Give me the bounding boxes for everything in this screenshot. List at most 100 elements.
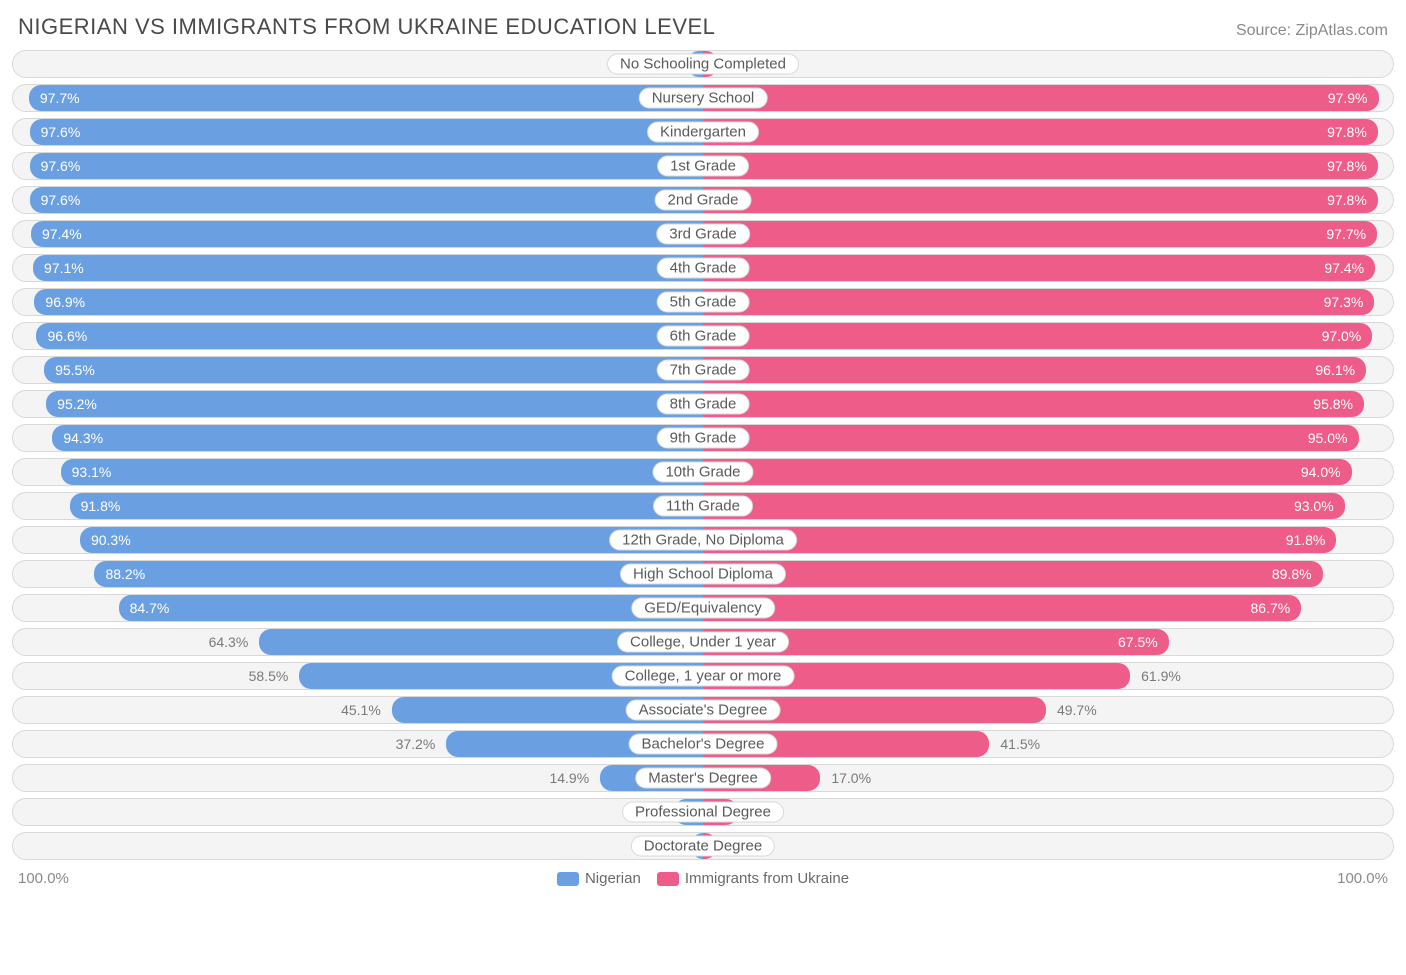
- bar-right: [703, 85, 1379, 111]
- chart-row: 94.3%95.0%9th Grade: [12, 424, 1394, 452]
- row-label: Bachelor's Degree: [629, 734, 778, 755]
- row-label: 7th Grade: [657, 360, 750, 381]
- bar-right: [703, 289, 1374, 315]
- chart-row: 14.9%17.0%Master's Degree: [12, 764, 1394, 792]
- value-left: 37.2%: [396, 736, 436, 752]
- chart-row: 58.5% 61.9% College, 1 year or more: [12, 662, 1394, 690]
- value-right: 93.0%: [1294, 498, 1334, 514]
- row-label: Kindergarten: [647, 122, 759, 143]
- chart-source: Source: ZipAtlas.com: [1236, 22, 1388, 40]
- bar-right: [703, 561, 1323, 587]
- bar-right: [703, 153, 1378, 179]
- value-left: 90.3%: [91, 532, 131, 548]
- value-right: 95.8%: [1313, 396, 1353, 412]
- value-right: 97.7%: [1326, 226, 1366, 242]
- bar-right: [703, 187, 1378, 213]
- row-label: 6th Grade: [657, 326, 750, 347]
- axis-left-label: 100.0%: [18, 870, 69, 887]
- bar-left: [36, 323, 703, 349]
- row-label: Doctorate Degree: [631, 836, 775, 857]
- chart-row: 97.7% 97.9% Nursery School: [12, 84, 1394, 112]
- row-label: College, 1 year or more: [612, 666, 795, 687]
- bar-left: [33, 255, 703, 281]
- value-right: 94.0%: [1301, 464, 1341, 480]
- bar-right: [703, 391, 1364, 417]
- bar-left: [94, 561, 703, 587]
- row-label: 12th Grade, No Diploma: [609, 530, 797, 551]
- chart-row: 91.8%93.0%11th Grade: [12, 492, 1394, 520]
- bar-left: [30, 153, 703, 179]
- legend-label-right: Immigrants from Ukraine: [685, 870, 849, 887]
- row-label: 1st Grade: [657, 156, 749, 177]
- bar-right: [703, 527, 1336, 553]
- bar-left: [29, 85, 703, 111]
- value-left: 97.7%: [40, 90, 80, 106]
- value-left: 95.5%: [55, 362, 95, 378]
- row-label: 10th Grade: [652, 462, 753, 483]
- bar-right: [703, 595, 1301, 621]
- value-right: 97.3%: [1324, 294, 1364, 310]
- row-label: 8th Grade: [657, 394, 750, 415]
- chart-row: 97.6% 97.8% 1st Grade: [12, 152, 1394, 180]
- bar-right: [703, 255, 1375, 281]
- bar-left: [34, 289, 703, 315]
- chart-title: NIGERIAN VS IMMIGRANTS FROM UKRAINE EDUC…: [18, 14, 715, 40]
- bar-right: [703, 493, 1345, 519]
- row-label: Master's Degree: [635, 768, 771, 789]
- row-label: No Schooling Completed: [607, 54, 799, 75]
- chart-row: 4.2%5.0%Professional Degree: [12, 798, 1394, 826]
- axis-right-label: 100.0%: [1337, 870, 1388, 887]
- value-left: 97.6%: [41, 158, 81, 174]
- row-label: College, Under 1 year: [617, 632, 789, 653]
- value-right: 91.8%: [1286, 532, 1326, 548]
- row-label: Professional Degree: [622, 802, 784, 823]
- value-right: 97.4%: [1324, 260, 1364, 276]
- row-label: Nursery School: [639, 88, 768, 109]
- chart-row: 96.6% 97.0% 6th Grade: [12, 322, 1394, 350]
- value-left: 88.2%: [105, 566, 145, 582]
- value-left: 96.9%: [45, 294, 85, 310]
- chart-row: 1.8%2.0%Doctorate Degree: [12, 832, 1394, 860]
- bar-left: [46, 391, 703, 417]
- value-left: 58.5%: [249, 668, 289, 684]
- chart-footer: 100.0% Nigerian Immigrants from Ukraine …: [0, 866, 1406, 887]
- bar-right: [703, 323, 1372, 349]
- row-label: 2nd Grade: [655, 190, 752, 211]
- value-right: 97.8%: [1327, 158, 1367, 174]
- legend-swatch-left: [557, 872, 579, 886]
- legend-label-left: Nigerian: [585, 870, 641, 887]
- value-right: 97.9%: [1328, 90, 1368, 106]
- value-right: 97.0%: [1322, 328, 1362, 344]
- value-left: 97.4%: [42, 226, 82, 242]
- bar-right: [703, 119, 1378, 145]
- value-left: 96.6%: [48, 328, 88, 344]
- value-right: 49.7%: [1057, 702, 1097, 718]
- row-label: 9th Grade: [657, 428, 750, 449]
- chart-row: 96.9% 97.3% 5th Grade: [12, 288, 1394, 316]
- value-left: 97.1%: [44, 260, 84, 276]
- chart-row: 84.7%86.7%GED/Equivalency: [12, 594, 1394, 622]
- bar-left: [30, 119, 703, 145]
- bar-left: [119, 595, 703, 621]
- chart-row: 37.2%41.5%Bachelor's Degree: [12, 730, 1394, 758]
- bar-left: [61, 459, 703, 485]
- chart-row: 97.6%97.8%Kindergarten: [12, 118, 1394, 146]
- chart-row: 95.5%96.1%7th Grade: [12, 356, 1394, 384]
- bar-left: [70, 493, 703, 519]
- row-label: 5th Grade: [657, 292, 750, 313]
- row-label: High School Diploma: [620, 564, 786, 585]
- value-right: 61.9%: [1141, 668, 1181, 684]
- value-right: 67.5%: [1118, 634, 1158, 650]
- chart-row: 93.1% 94.0% 10th Grade: [12, 458, 1394, 486]
- value-left: 95.2%: [57, 396, 97, 412]
- chart-header: NIGERIAN VS IMMIGRANTS FROM UKRAINE EDUC…: [0, 0, 1406, 50]
- chart-row: 88.2%89.8%High School Diploma: [12, 560, 1394, 588]
- value-left: 64.3%: [209, 634, 249, 650]
- value-right: 97.8%: [1327, 124, 1367, 140]
- value-left: 93.1%: [72, 464, 112, 480]
- row-label: GED/Equivalency: [631, 598, 775, 619]
- bar-right: [703, 459, 1352, 485]
- legend-item-right: Immigrants from Ukraine: [657, 870, 849, 887]
- row-label: 3rd Grade: [656, 224, 750, 245]
- bar-left: [30, 187, 703, 213]
